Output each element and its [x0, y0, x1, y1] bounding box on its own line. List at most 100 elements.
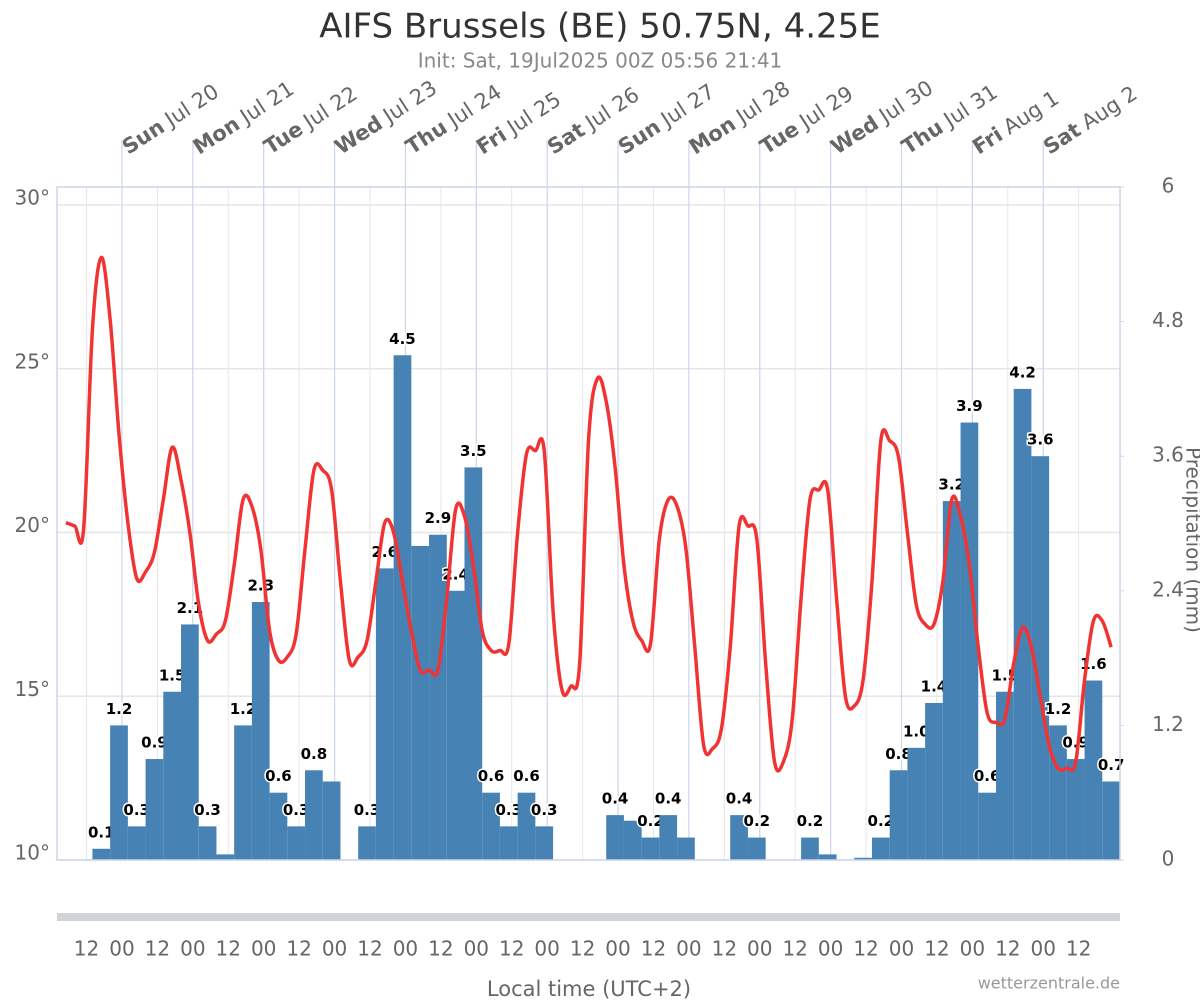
x-tick-label: 00 [1031, 937, 1056, 961]
bar-value-label: 1.5 [159, 666, 186, 684]
y2-tick-label: 6 [1162, 174, 1175, 198]
precip-bar [216, 854, 235, 860]
precip-bar [322, 781, 341, 860]
precip-bar [251, 602, 270, 860]
precip-bar [801, 837, 819, 860]
x-tick-label: 00 [464, 937, 489, 961]
precip-bar [818, 854, 837, 860]
y2-tick-label: 2.4 [1152, 577, 1184, 601]
bar-value-label: 0.3 [354, 801, 381, 819]
bar-value-label: 2.3 [247, 577, 274, 595]
bar-value-label: 1.4 [921, 677, 948, 695]
x-tick-label: 00 [818, 937, 843, 961]
y-tick-label: 25° [15, 349, 50, 373]
precip-bar [234, 725, 252, 860]
bar-value-label: 0.2 [868, 812, 895, 830]
bar-value-label: 3.9 [956, 397, 983, 415]
precip-bar [375, 568, 394, 860]
precip-bar [1013, 388, 1032, 860]
bar-value-label: 0.3 [123, 801, 150, 819]
precip-bar [535, 826, 554, 860]
bar-value-label: 0.2 [797, 812, 824, 830]
precip-bar [393, 355, 412, 860]
bar-value-label: 0.4 [655, 790, 682, 808]
precip-bar [127, 826, 146, 860]
precip-bar [163, 691, 182, 860]
precip-bar [499, 826, 518, 860]
plot-border [56, 186, 1121, 861]
precip-bar [446, 590, 465, 860]
precip-bar [942, 501, 961, 860]
precip-bar [978, 792, 996, 860]
bar-value-label: 0.4 [726, 790, 753, 808]
precip-bar [623, 820, 642, 860]
x-tick-label: 12 [641, 937, 666, 961]
bar-value-label: 3.2 [938, 476, 965, 494]
precip-bar [730, 815, 748, 860]
bar-value-label: 0.3 [531, 801, 558, 819]
precip-bar [606, 815, 624, 860]
temperature-line [65, 255, 1113, 773]
precip-bar [854, 857, 872, 860]
x-tick-label: 00 [393, 937, 418, 961]
x-tick-label: 12 [428, 937, 453, 961]
x-tick-label: 12 [145, 937, 170, 961]
x-tick-label: 12 [357, 937, 382, 961]
precip-bar [659, 815, 678, 860]
bar-value-label: 0.6 [478, 767, 505, 785]
precip-bar [1102, 781, 1120, 860]
precip-bar [110, 725, 128, 860]
x-tick-label: 12 [499, 937, 524, 961]
precip-bar [889, 770, 908, 860]
y-tick-label: 15° [15, 677, 50, 701]
precip-bar [1031, 456, 1050, 860]
precip-bar [747, 837, 766, 860]
x-tick-label: 12 [1066, 937, 1091, 961]
wind-strip [57, 913, 1120, 921]
y-tick-label: 30° [15, 186, 50, 210]
bar-value-label: 0.9 [1062, 734, 1089, 752]
x-axis-title: Local time (UTC+2) [487, 977, 691, 1000]
y2-tick-label: 3.6 [1152, 443, 1184, 467]
y-tick-label: 20° [15, 513, 50, 537]
x-tick-label: 00 [889, 937, 914, 961]
x-tick-label: 00 [251, 937, 276, 961]
x-tick-label: 12 [995, 937, 1020, 961]
x-tick-label: 00 [534, 937, 559, 961]
source: wetterzentrale.de [978, 974, 1120, 993]
bar-value-label: 0.2 [744, 812, 771, 830]
precip-bar [1066, 759, 1085, 860]
precip-bar [995, 691, 1014, 860]
bar-value-label: 2.9 [425, 509, 452, 527]
x-tick-label: 12 [712, 937, 737, 961]
precip-bar [145, 759, 164, 860]
precip-bar [1084, 680, 1103, 860]
precip-bar [287, 826, 306, 860]
precip-bar [517, 792, 536, 860]
bar-value-label: 0.7 [1098, 756, 1125, 774]
bar-value-label: 0.8 [885, 745, 912, 763]
precip-bar [358, 826, 376, 860]
x-tick-label: 00 [676, 937, 701, 961]
precip-bar [181, 624, 199, 860]
bar-value-label: 0.6 [974, 767, 1001, 785]
y2-tick-label: 4.8 [1152, 308, 1184, 332]
bar-value-label: 1.2 [230, 700, 257, 718]
bar-value-label: 0.8 [301, 745, 328, 763]
precip-bar [411, 545, 430, 860]
x-tick-label: 00 [109, 937, 134, 961]
chart-subtitle: Init: Sat, 19Jul2025 00Z 05:56 21:41 [418, 49, 783, 73]
precip-bar [907, 747, 926, 860]
bar-value-label: 0.6 [513, 767, 540, 785]
bar-value-label: 4.5 [389, 330, 416, 348]
x-tick-label: 00 [322, 937, 347, 961]
bar-value-label: 0.4 [602, 790, 629, 808]
bar-value-label: 4.2 [1009, 363, 1036, 381]
x-tick-label: 00 [747, 937, 772, 961]
chart-title: AIFS Brussels (BE) 50.75N, 4.25E [319, 7, 881, 47]
bar-value-label: 0.2 [637, 812, 664, 830]
precip-bar [429, 534, 447, 860]
bar-value-label: 3.5 [460, 442, 487, 460]
